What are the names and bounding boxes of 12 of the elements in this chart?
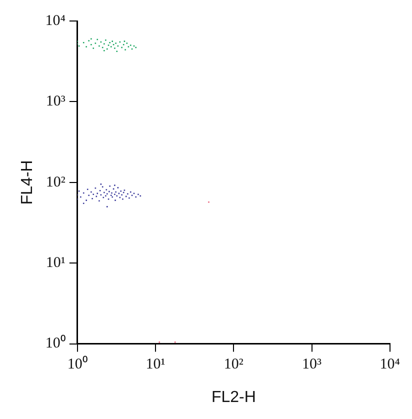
y-tick-label: 10¹	[46, 255, 66, 272]
x-tick-label: 10¹	[146, 356, 166, 373]
x-tick-label: 10³	[302, 356, 322, 373]
x-tick-label: 10⁰	[67, 356, 88, 373]
x-tick-label: 10⁴	[380, 356, 400, 373]
x-axis-title: FL2-H	[211, 388, 256, 406]
y-tick-label: 10⁴	[45, 12, 66, 29]
y-tick-label: 10³	[46, 94, 66, 110]
y-tick-label: 10⁰	[45, 334, 66, 352]
y-axis-title: FL4-H	[19, 160, 36, 205]
x-tick-label: 10²	[224, 356, 244, 373]
y-tick-label: 10²	[46, 174, 66, 190]
